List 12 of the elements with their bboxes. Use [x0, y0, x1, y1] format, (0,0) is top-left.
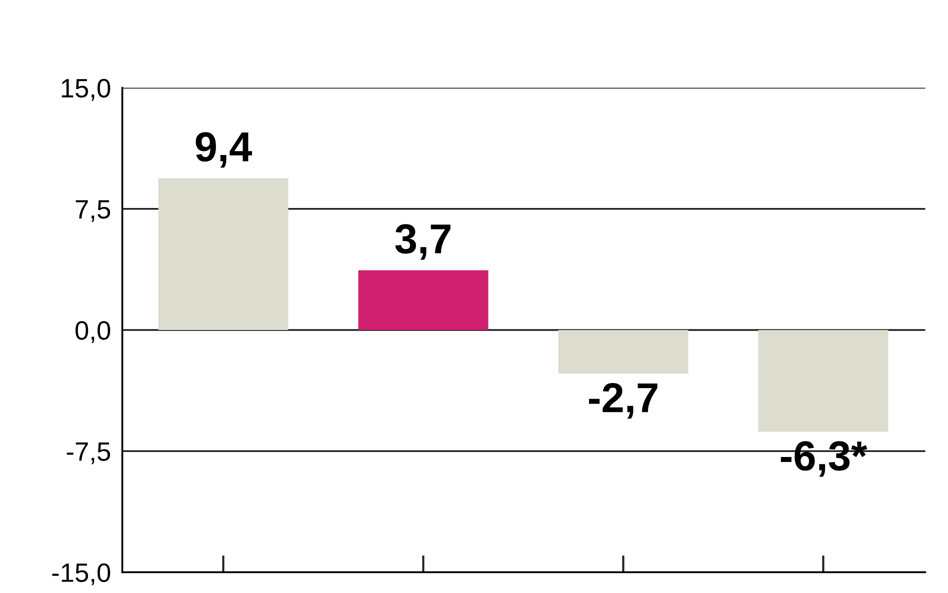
data-label: 9,4: [196, 132, 252, 168]
data-label: 3,7: [395, 224, 450, 260]
bar: [358, 270, 488, 330]
y-tick-label: -7,5: [66, 442, 110, 464]
y-tick-label: 7,5: [76, 200, 110, 222]
y-tick-label: -15,0: [52, 563, 110, 586]
bar: [758, 330, 888, 432]
y-tick-label: 0,0: [76, 321, 110, 343]
bar: [158, 178, 288, 330]
y-tick-label: 15,0: [62, 78, 110, 101]
bar: [558, 330, 688, 374]
data-label: -2,7: [588, 383, 658, 419]
